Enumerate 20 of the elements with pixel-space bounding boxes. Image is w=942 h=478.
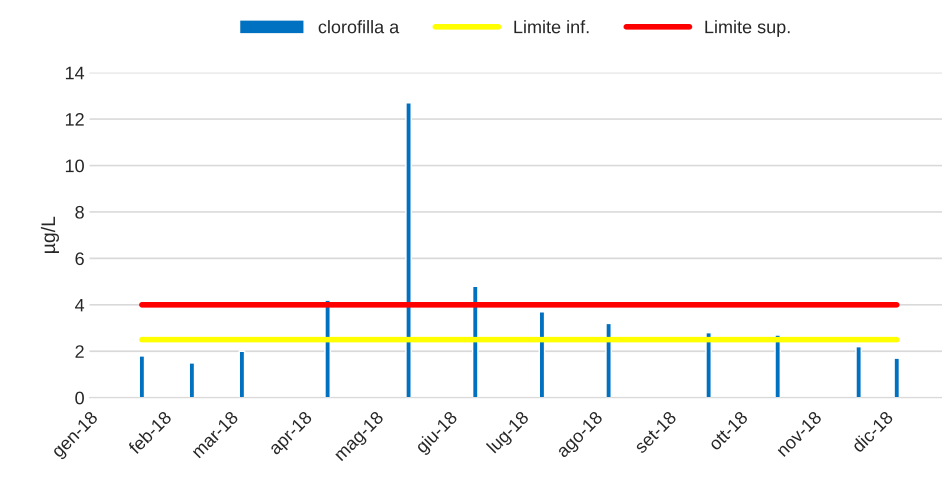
y-axis-title: µg/L [40,216,59,253]
bar [138,355,146,398]
legend-label: Limite sup. [705,20,790,37]
bar [855,346,862,398]
y-tick-label: 0 [75,392,84,404]
legend-label: clorofilla a [318,20,400,34]
bar [188,362,196,398]
bar [238,350,246,398]
y-tick-label: 12 [66,113,84,126]
bar [605,322,612,398]
legend-label: Limite inf. [514,20,589,34]
y-tick-label: 6 [76,252,84,266]
y-tick-label: 8 [75,206,84,219]
bar [893,358,900,398]
y-tick-label: 4 [75,298,84,312]
y-tick-label: 2 [75,345,84,358]
bar [538,311,546,398]
y-tick-label: 14 [66,66,84,80]
y-tick-label: 10 [66,159,84,172]
bar [405,102,412,398]
